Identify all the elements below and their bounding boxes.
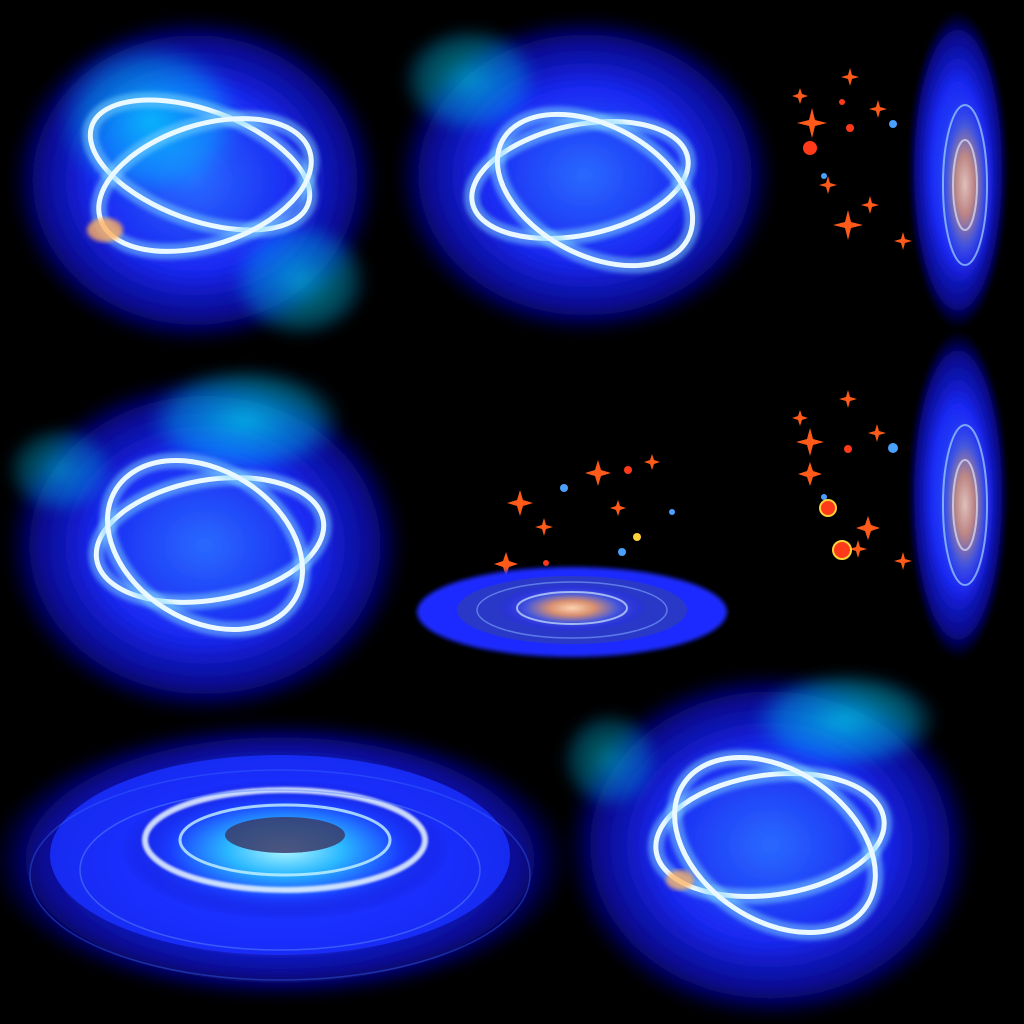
ground-portal-small xyxy=(417,567,727,657)
magic-ring-frame-2 xyxy=(395,15,775,335)
portal-side-2 xyxy=(908,330,1008,660)
magic-ring-frame-3 xyxy=(5,365,405,715)
spark-burst-3 xyxy=(792,390,912,570)
magic-ring-frame-4 xyxy=(560,670,975,1020)
portal-side-1 xyxy=(908,10,1008,330)
spark-burst-1 xyxy=(792,68,912,250)
magic-ring-frame-1 xyxy=(10,15,380,345)
spark-burst-2 xyxy=(494,454,675,576)
ground-portal-large xyxy=(0,720,570,1000)
